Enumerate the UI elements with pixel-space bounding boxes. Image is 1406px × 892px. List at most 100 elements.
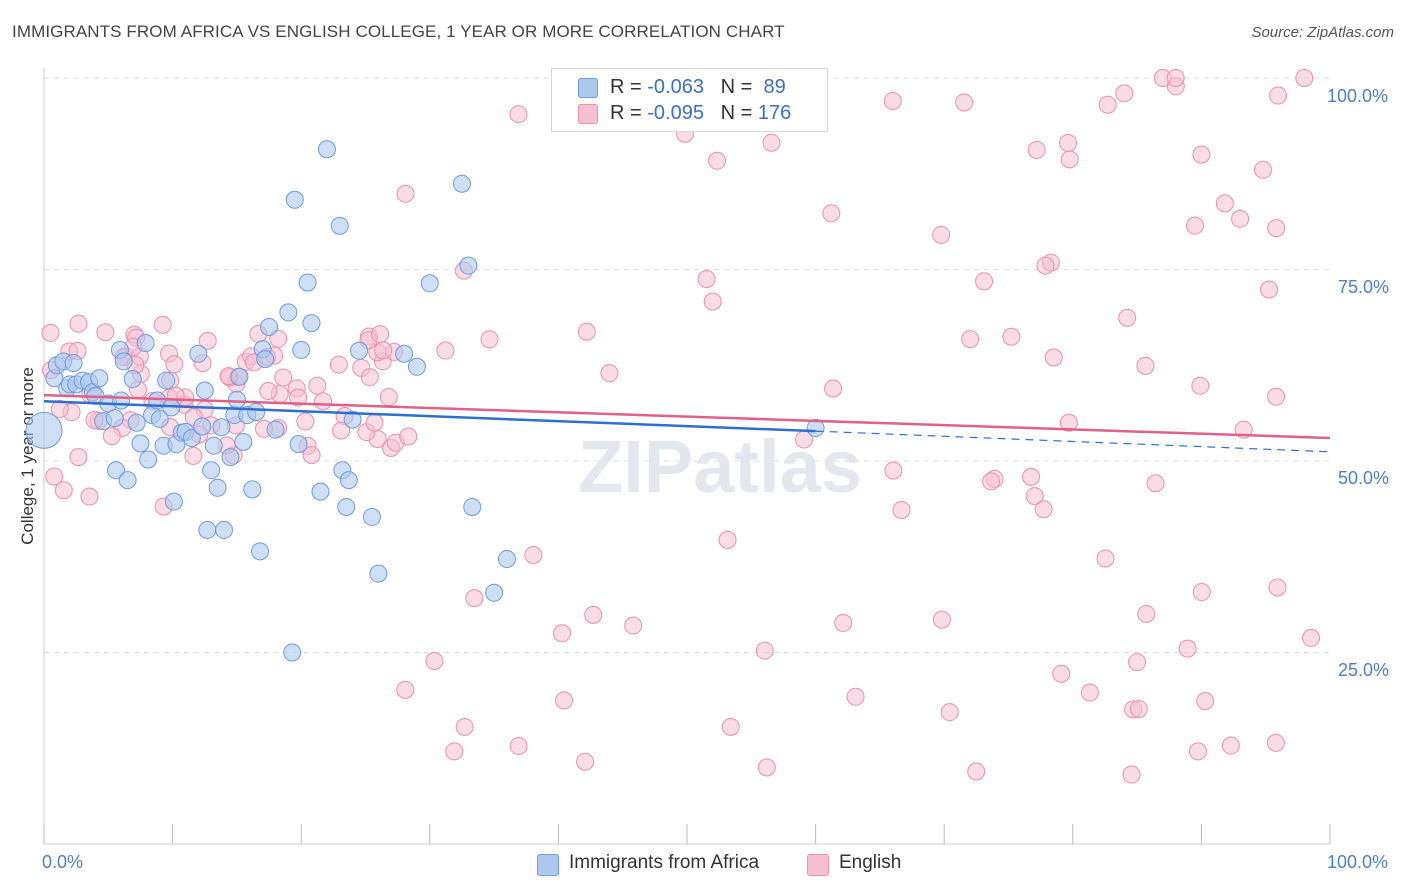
point-africa (317, 140, 336, 159)
point-africa (234, 432, 253, 451)
point-english (955, 93, 974, 112)
point-english (1096, 549, 1115, 568)
point-english (1052, 664, 1071, 683)
point-english (80, 487, 99, 506)
point-english (332, 421, 351, 440)
point-english (524, 546, 543, 565)
point-english (1115, 84, 1134, 103)
point-english (624, 616, 643, 635)
point-africa (283, 643, 302, 662)
point-africa (463, 497, 482, 516)
point-africa (150, 409, 169, 428)
source-label: Source: ZipAtlas.com (1251, 24, 1394, 41)
point-africa (285, 190, 304, 209)
trendline-africa (43, 400, 816, 433)
point-english (967, 762, 986, 781)
legend-swatch-pink (807, 854, 829, 876)
x-tick-label-100: 100.0% (1327, 852, 1389, 872)
point-africa (292, 340, 311, 359)
point-africa (256, 350, 275, 369)
point-english (1302, 628, 1321, 647)
point-english (1059, 413, 1078, 432)
point-english (69, 448, 88, 467)
point-africa (330, 216, 349, 235)
point-africa (157, 371, 176, 390)
point-africa (420, 274, 439, 293)
point-english (884, 461, 903, 480)
point-africa (112, 391, 131, 410)
point-africa (806, 419, 825, 438)
point-english (1260, 280, 1279, 299)
point-africa (136, 334, 155, 353)
point-english (982, 472, 1001, 491)
point-english (1034, 500, 1053, 519)
point-english (1080, 683, 1099, 702)
point-english (1221, 736, 1240, 755)
point-africa (337, 497, 356, 516)
point-english (883, 91, 902, 110)
point-africa (212, 418, 231, 437)
point-english (1166, 69, 1185, 87)
point-english (824, 379, 843, 398)
point-english (259, 382, 278, 401)
point-english (1025, 487, 1044, 506)
point-english (1027, 140, 1046, 159)
point-english (555, 691, 574, 710)
point-english (509, 105, 528, 124)
point-africa (114, 352, 133, 371)
point-english (1118, 308, 1137, 327)
point-africa (107, 461, 126, 480)
point-english (1002, 327, 1021, 346)
point-english (445, 742, 464, 761)
point-english (1136, 356, 1155, 375)
point-english (1192, 583, 1211, 602)
point-english (198, 331, 217, 350)
point-africa (350, 341, 369, 360)
point-english (184, 446, 203, 465)
point-english (365, 413, 384, 432)
legend-n-value: 89 (763, 76, 786, 98)
point-english (371, 325, 390, 344)
point-english (1215, 194, 1234, 213)
point-english (436, 341, 455, 360)
legend-n-label: N = (720, 76, 753, 98)
point-africa (215, 520, 234, 539)
point-africa (230, 367, 249, 386)
point-english (697, 269, 716, 288)
point-english (834, 613, 853, 632)
point-english (1269, 86, 1288, 105)
point-english (1191, 376, 1210, 395)
point-africa (485, 583, 504, 602)
point-africa (182, 429, 201, 448)
point-africa (123, 370, 142, 389)
legend-n-label: N = (720, 102, 753, 124)
point-english (577, 322, 596, 341)
point-africa (395, 344, 414, 363)
point-english (576, 752, 595, 771)
x-tick-label-0: 0.0% (42, 852, 84, 872)
point-english (153, 315, 172, 334)
point-africa (227, 390, 246, 409)
point-english (1098, 95, 1117, 114)
point-africa (247, 402, 266, 421)
point-english (1060, 150, 1079, 169)
chart-title: IMMIGRANTS FROM AFRICA VS ENGLISH COLLEG… (12, 22, 785, 41)
point-english (1267, 387, 1286, 406)
point-english (1044, 348, 1063, 367)
point-english (69, 314, 88, 333)
point-africa (195, 381, 214, 400)
point-africa (302, 314, 321, 333)
point-africa (202, 461, 221, 480)
point-english (1146, 474, 1165, 493)
point-english (1122, 765, 1141, 784)
point-english (396, 680, 415, 699)
point-english (718, 530, 737, 549)
point-africa (407, 357, 426, 376)
watermark: ZIPatlas (578, 425, 862, 508)
point-english (1058, 133, 1077, 152)
legend-r-value: -0.063 (647, 76, 704, 98)
point-english (1266, 733, 1285, 752)
point-english (465, 589, 484, 608)
point-english (314, 392, 333, 411)
point-english (1254, 160, 1273, 179)
